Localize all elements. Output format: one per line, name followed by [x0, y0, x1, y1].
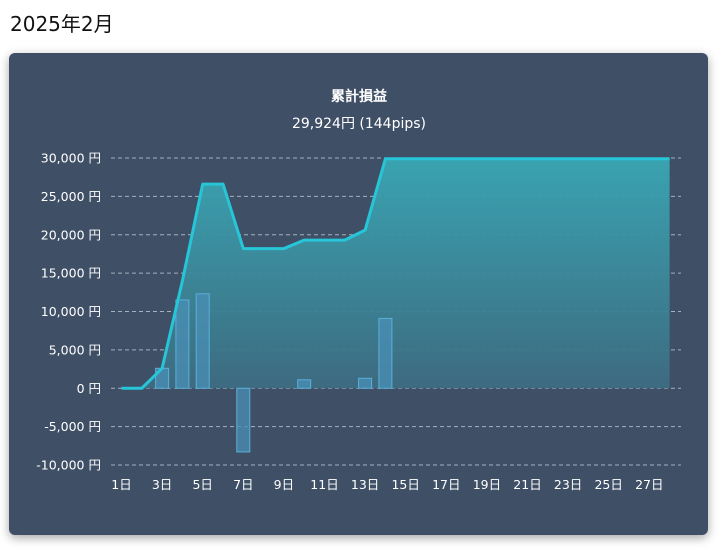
y-tick-label: 25,000 円 [41, 189, 101, 204]
y-tick-label: 30,000 円 [41, 151, 101, 166]
cumulative-pl-chart: 累計損益 29,924円 (144pips) 30,000 円 25,000 円 2… [36, 88, 681, 492]
y-tick-label: 10,000 円 [41, 304, 101, 319]
area-fill [121, 158, 670, 389]
x-tick-label: 15日 [391, 477, 419, 492]
x-tick-label: 9日 [274, 477, 294, 492]
x-tick-label: 13日 [351, 477, 379, 492]
x-tick-label: 1日 [111, 477, 131, 492]
x-tick-label: 27日 [635, 477, 663, 492]
area-fill-path [121, 158, 670, 389]
x-tick-label: 17日 [432, 477, 460, 492]
y-tick-label: 15,000 円 [41, 266, 101, 281]
y-tick-label: 0 円 [77, 381, 101, 396]
daily-bar [195, 293, 210, 389]
x-tick-label: 23日 [554, 477, 582, 492]
daily-bar [236, 387, 251, 453]
daily-bar [175, 299, 190, 389]
x-tick-label: 25日 [594, 477, 622, 492]
x-tick-label: 7日 [233, 477, 253, 492]
y-tick-label: -10,000 円 [36, 458, 101, 473]
chart-subtitle: 29,924円 (144pips) [292, 116, 426, 132]
y-tick-label: -5,000 円 [44, 419, 101, 434]
cumulative-line [121, 157, 670, 390]
x-tick-label: 5日 [192, 477, 212, 492]
daily-bar [378, 317, 393, 389]
y-tick-label: 20,000 円 [41, 227, 101, 242]
y-axis-ticks: 30,000 円 25,000 円 20,000 円 15,000 円 10,000 円… [36, 151, 101, 473]
x-axis-ticks: 1日 3日 5日 7日 9日 11日 13日 15日 17日 19日 21日 23日 25日 27日 [111, 477, 663, 492]
page-title: 2025年2月 [10, 12, 114, 36]
cumulative-line-path [121, 157, 670, 390]
x-tick-label: 3日 [152, 477, 172, 492]
y-tick-label: 5,000 円 [49, 342, 101, 357]
x-tick-label: 19日 [473, 477, 501, 492]
chart-title: 累計損益 [331, 88, 387, 105]
x-tick-label: 21日 [513, 477, 541, 492]
chart-card: 累計損益 29,924円 (144pips) 30,000 円 25,000 円 2… [9, 53, 708, 535]
x-tick-label: 11日 [310, 477, 338, 492]
daily-bars [155, 293, 393, 453]
daily-bar [358, 377, 373, 389]
daily-bar [297, 379, 312, 389]
